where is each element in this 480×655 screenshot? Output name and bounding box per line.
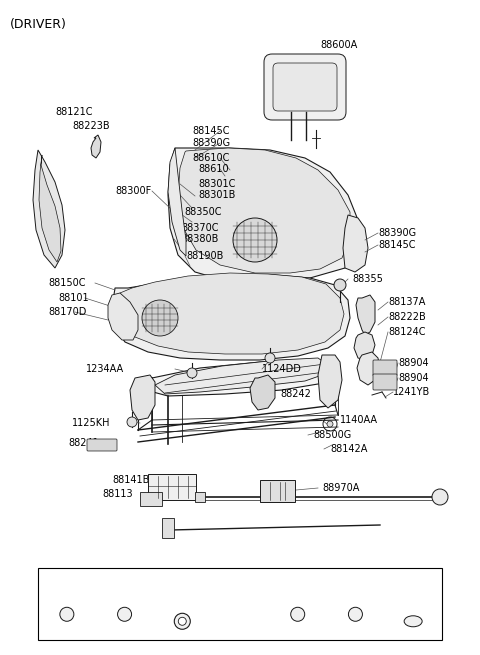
Text: 88242: 88242 [280,389,311,399]
Circle shape [178,617,186,626]
Text: 88145C: 88145C [378,240,416,250]
Text: 88241: 88241 [68,438,99,448]
Circle shape [348,607,362,622]
Polygon shape [155,358,328,394]
Polygon shape [354,332,375,360]
Text: 88370C: 88370C [181,223,218,233]
Text: 1125KH: 1125KH [72,418,110,428]
Polygon shape [91,135,101,158]
Polygon shape [356,295,375,335]
Bar [148,474,196,500]
Circle shape [432,489,448,505]
Bar [260,480,295,502]
Bar [162,518,174,538]
Text: 88970A: 88970A [322,483,360,493]
Polygon shape [318,355,342,408]
Text: 1140AB: 1140AB [108,582,141,591]
Text: 88190B: 88190B [186,251,223,261]
Text: 88124C: 88124C [388,327,425,337]
Polygon shape [168,148,358,282]
Polygon shape [343,215,368,272]
Text: 88301C: 88301C [198,179,235,189]
Text: 88390G: 88390G [378,228,416,238]
Polygon shape [168,148,186,256]
Circle shape [334,279,346,291]
Text: 88141B: 88141B [112,475,149,485]
Circle shape [291,607,305,622]
Bar [140,492,162,506]
Text: 1234AA: 1234AA [86,364,124,374]
Text: (DRIVER): (DRIVER) [10,18,67,31]
Text: 88142A: 88142A [330,444,367,454]
Text: 88222B: 88222B [388,312,426,322]
Circle shape [187,368,197,378]
Text: 1241YB: 1241YB [393,387,430,397]
Circle shape [118,607,132,622]
Polygon shape [118,273,344,354]
Text: 88113: 88113 [102,489,132,499]
FancyBboxPatch shape [373,360,397,376]
Polygon shape [108,293,138,340]
Bar [38,568,442,640]
Text: 88300F: 88300F [115,186,151,196]
Text: 88390G: 88390G [192,138,230,148]
Bar [195,492,205,502]
Circle shape [327,421,333,427]
Text: 1339CC: 1339CC [166,582,199,591]
Text: 1140KX: 1140KX [51,582,83,591]
Text: 1140AA: 1140AA [340,415,378,425]
Circle shape [265,353,275,363]
Circle shape [174,613,190,629]
Circle shape [60,607,74,622]
Polygon shape [178,148,350,273]
Text: 88380B: 88380B [181,234,218,244]
Polygon shape [39,155,61,262]
Text: 88121C: 88121C [55,107,93,117]
Polygon shape [138,360,338,396]
Polygon shape [112,275,350,360]
Text: 88350C: 88350C [184,207,221,217]
Text: 88355: 88355 [352,274,383,284]
Polygon shape [130,375,155,420]
Text: 88904: 88904 [398,373,429,383]
Text: 88904: 88904 [398,358,429,368]
FancyBboxPatch shape [87,439,117,451]
Text: 88301B: 88301B [198,190,235,200]
Text: 88223B: 88223B [72,121,109,131]
Polygon shape [33,150,65,268]
Text: 88101: 88101 [58,293,89,303]
Text: 88610C: 88610C [192,153,229,163]
Text: 1124DD: 1124DD [262,364,302,374]
FancyBboxPatch shape [273,63,337,111]
Text: 88610: 88610 [198,164,228,174]
Ellipse shape [404,616,422,627]
Circle shape [127,417,137,427]
Circle shape [233,218,277,262]
Text: 88150C: 88150C [48,278,85,288]
FancyBboxPatch shape [373,374,397,390]
Polygon shape [357,352,380,385]
Text: 88137A: 88137A [388,297,425,307]
Circle shape [142,300,178,336]
Text: 1799JC: 1799JC [225,582,255,591]
Text: 88145C: 88145C [192,126,229,136]
Text: 85854A: 85854A [397,582,429,591]
FancyBboxPatch shape [264,54,346,120]
Polygon shape [250,375,275,410]
Text: 88600A: 88600A [320,40,357,50]
Text: 1241AA: 1241AA [281,582,314,591]
Text: 88170D: 88170D [48,307,86,317]
Text: 88500G: 88500G [313,430,351,440]
Text: 1231DE: 1231DE [339,582,372,591]
